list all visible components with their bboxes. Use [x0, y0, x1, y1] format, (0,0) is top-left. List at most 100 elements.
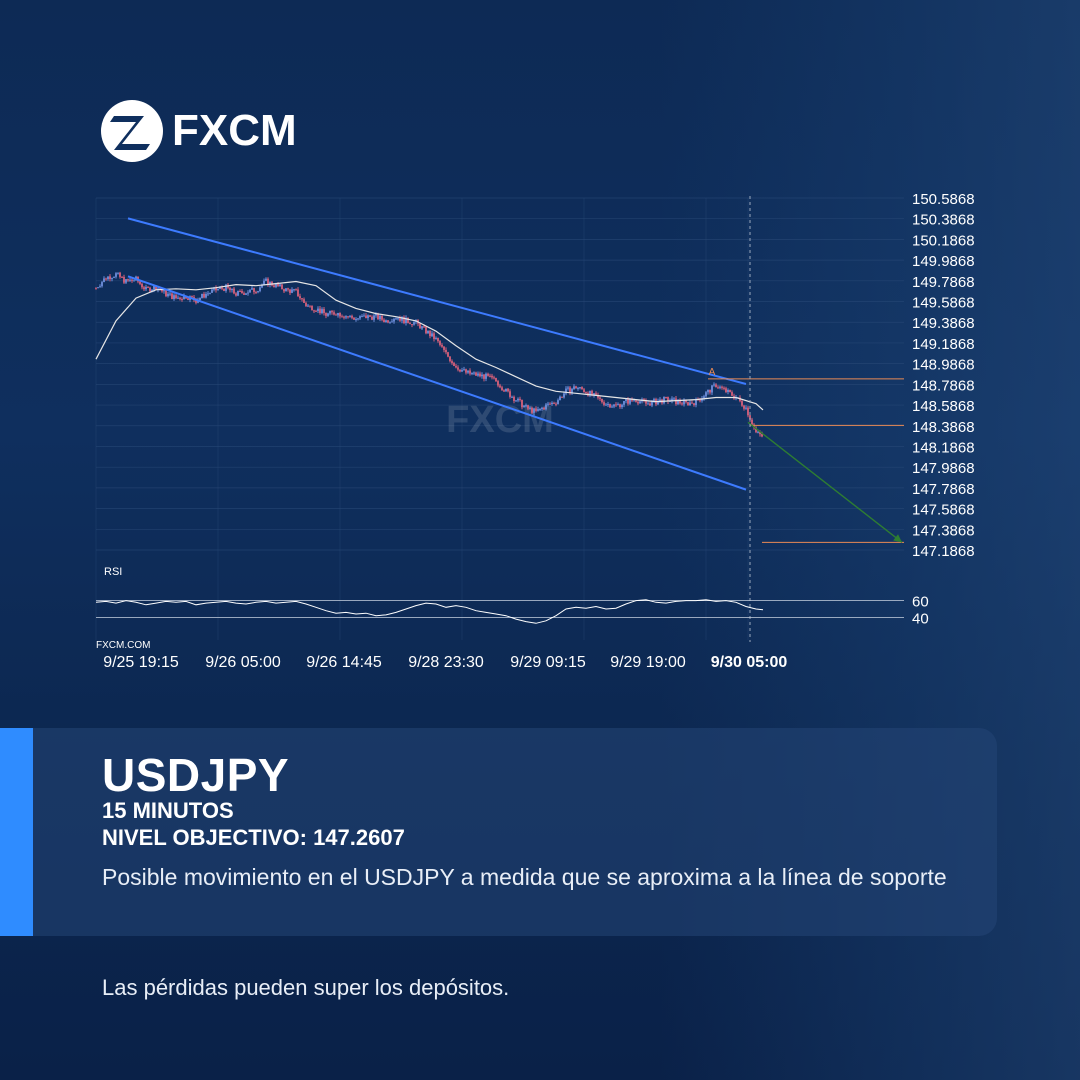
candle-body — [759, 431, 761, 435]
candle-body — [149, 287, 151, 292]
candle-body — [289, 289, 291, 293]
candle-body — [223, 288, 225, 291]
candle-body — [561, 396, 563, 398]
chart-watermark: FXCM — [446, 399, 554, 441]
candle-body — [545, 404, 547, 410]
candle-body — [577, 388, 579, 390]
candle-body — [585, 392, 587, 394]
candle-body — [331, 311, 333, 313]
candle-body — [541, 407, 543, 409]
candle-body — [559, 396, 561, 401]
x-tick-label: 9/28 23:30 — [408, 654, 484, 671]
candle-body — [153, 285, 155, 290]
candle-body — [345, 316, 347, 318]
candle-body — [497, 381, 499, 386]
candle-body — [397, 318, 399, 320]
candle-body — [339, 313, 341, 317]
candle-body — [575, 386, 577, 389]
candle-body — [519, 398, 521, 400]
candle-body — [551, 402, 553, 405]
candle-body — [107, 276, 109, 280]
candle-body — [507, 388, 509, 392]
info-card: USDJPY 15 MINUTOS NIVEL OBJECTIVO: 147.2… — [0, 728, 997, 936]
candle-body — [675, 398, 677, 405]
candle-body — [531, 407, 533, 413]
candle-body — [569, 387, 571, 393]
candle-body — [429, 331, 431, 337]
candle-body — [273, 285, 275, 287]
candle-body — [745, 407, 747, 409]
candle-body — [209, 292, 211, 294]
candle-body — [181, 298, 183, 300]
candle-body — [447, 352, 449, 357]
candle-body — [747, 407, 749, 416]
candle-body — [471, 373, 473, 375]
candle-body — [283, 289, 285, 292]
candle-body — [187, 298, 189, 300]
candle-body — [247, 292, 249, 294]
info-accent-bar — [0, 728, 33, 936]
candle-body — [615, 404, 617, 406]
candle-body — [485, 373, 487, 379]
candle-body — [751, 419, 753, 425]
candle-body — [411, 324, 413, 326]
candle-body — [713, 384, 715, 386]
candle-body — [169, 293, 171, 295]
candle-body — [311, 305, 313, 311]
candle-body — [105, 278, 107, 280]
candle-body — [243, 293, 245, 295]
candle-body — [419, 323, 421, 329]
price-chart: FXCM 150.5868 150.3868 150.1868 149.9868 149.… — [95, 196, 975, 671]
candle-body — [495, 377, 497, 382]
candle-body — [191, 296, 193, 298]
candle-body — [449, 356, 451, 362]
candle-body — [389, 321, 391, 323]
candle-body — [249, 289, 251, 293]
candle-body — [459, 369, 461, 372]
candle-body — [349, 315, 351, 317]
candle-body — [213, 287, 215, 290]
y-tick-label: 147.9868 — [912, 460, 975, 477]
candle-body — [457, 367, 459, 370]
candle-body — [165, 290, 167, 297]
candle-body — [703, 396, 705, 399]
candle-body — [147, 286, 149, 288]
candle-body — [673, 398, 675, 400]
candle-body — [599, 397, 601, 399]
candle-body — [489, 375, 491, 377]
candle-body — [731, 392, 733, 396]
candle-body — [235, 293, 237, 296]
candle-body — [579, 387, 581, 389]
candle-body — [129, 279, 131, 281]
candle-body — [261, 284, 263, 288]
rsi-level-label: 40 — [912, 610, 929, 627]
candle-body — [177, 297, 179, 299]
candle-body — [433, 333, 435, 339]
candle-body — [715, 384, 717, 388]
candle-body — [477, 373, 479, 376]
candle-body — [421, 326, 423, 329]
candle-body — [445, 349, 447, 353]
candle-body — [115, 273, 117, 277]
candle-body — [695, 399, 697, 406]
candle-body — [217, 289, 219, 291]
candle-body — [463, 369, 465, 371]
signal-description: Posible movimiento en el USDJPY a medida… — [102, 864, 947, 890]
candle-body — [627, 399, 629, 404]
candle-body — [211, 289, 213, 293]
candle-body — [121, 276, 123, 278]
candle-body — [131, 279, 133, 281]
candle-body — [623, 400, 625, 405]
candle-body — [467, 370, 469, 373]
candle-body — [215, 287, 217, 291]
rsi-level-label: 60 — [912, 594, 929, 611]
projection-arrow-line — [747, 421, 903, 543]
candle-body — [499, 385, 501, 388]
candle-body — [437, 337, 439, 342]
candle-body — [535, 408, 537, 411]
candle-body — [265, 278, 267, 281]
candle-body — [689, 402, 691, 406]
candle-body — [657, 401, 659, 405]
y-tick-label: 148.7868 — [912, 377, 975, 394]
candle-body — [617, 404, 619, 406]
